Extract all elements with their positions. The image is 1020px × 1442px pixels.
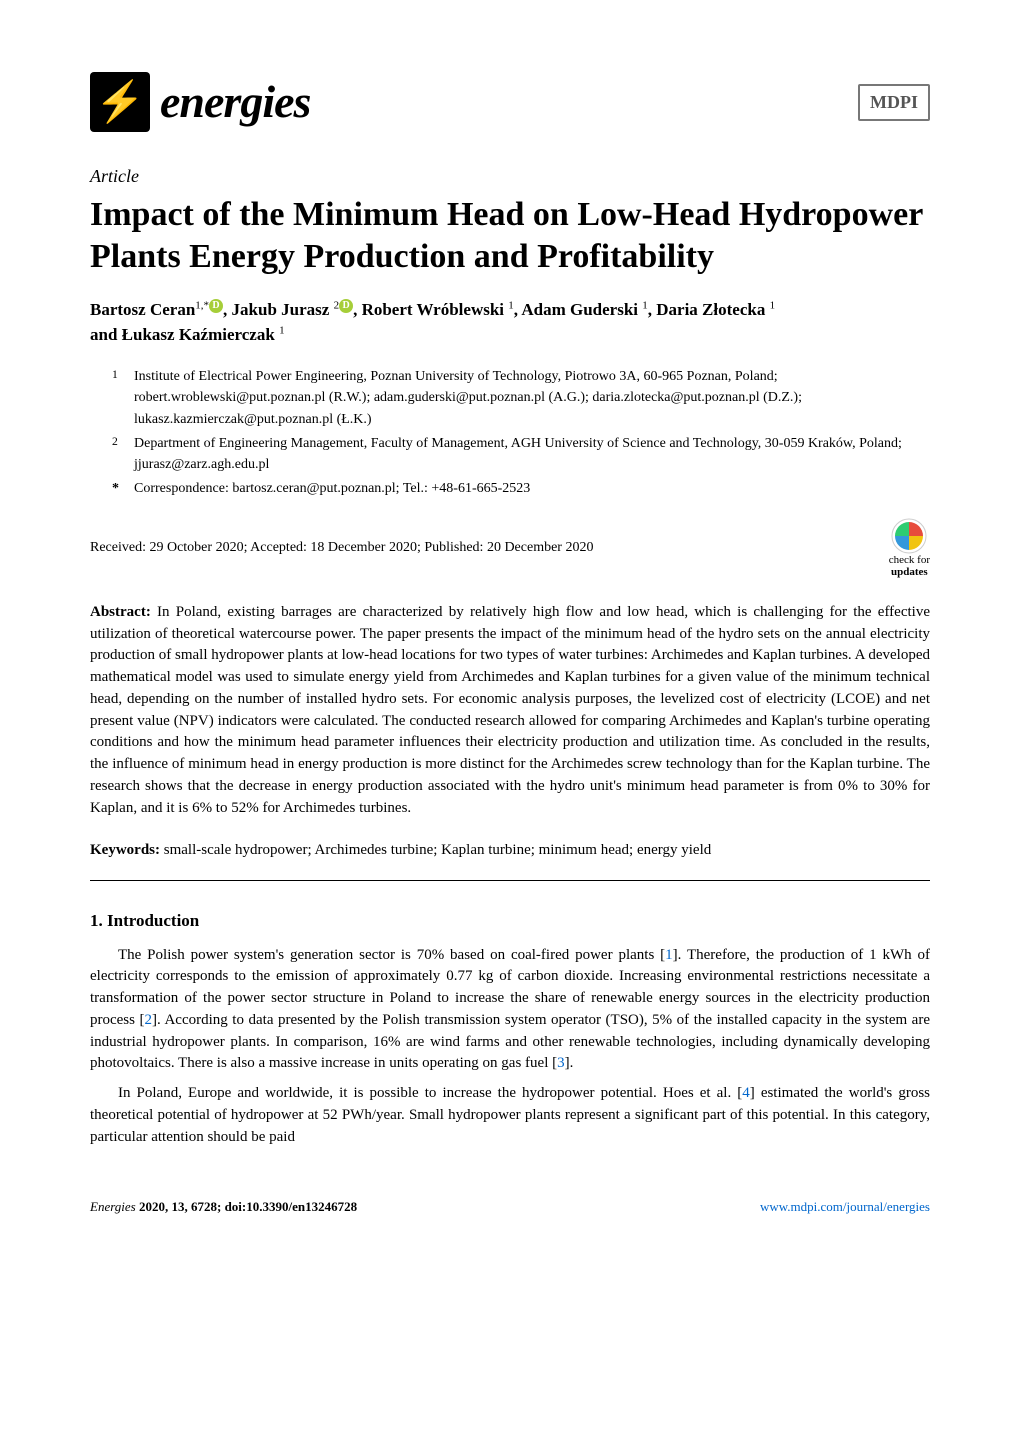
affiliation-row: 1 Institute of Electrical Power Engineer… [112, 366, 930, 431]
section-divider [90, 880, 930, 881]
body-paragraph: In Poland, Europe and worldwide, it is p… [90, 1083, 930, 1148]
journal-name: energies [160, 70, 310, 134]
affiliation-text: Institute of Electrical Power Engineerin… [134, 366, 930, 431]
energies-logo-icon [90, 72, 150, 132]
page-footer: Energies 2020, 13, 6728; doi:10.3390/en1… [90, 1198, 930, 1216]
body-paragraph: The Polish power system's generation sec… [90, 945, 930, 1076]
keywords-text: small-scale hydropower; Archimedes turbi… [160, 842, 711, 858]
author-5-pre: , Daria Złotecka [648, 300, 766, 319]
author-4-pre: , Adam Guderski [514, 300, 638, 319]
abstract-text: In Poland, existing barrages are charact… [90, 604, 930, 816]
check-updates-label-top: check for [889, 554, 930, 566]
correspondence-text: Correspondence: bartosz.ceran@put.poznan… [134, 478, 530, 500]
affiliations-block: 1 Institute of Electrical Power Engineer… [90, 366, 930, 500]
article-type: Article [90, 164, 930, 189]
orcid-icon[interactable]: D [339, 299, 353, 313]
keywords-block: Keywords: small-scale hydropower; Archim… [90, 839, 930, 862]
authors-block: Bartosz Ceran1,*D, Jakub Jurasz 2D, Robe… [90, 297, 930, 348]
affiliation-row: 2 Department of Engineering Management, … [112, 433, 930, 476]
publication-dates: Received: 29 October 2020; Accepted: 18 … [90, 538, 593, 558]
author-3-pre: , Robert Wróblewski [353, 300, 504, 319]
dates-row: Received: 29 October 2020; Accepted: 18 … [90, 518, 930, 578]
journal-logo: energies [90, 70, 310, 134]
reference-link[interactable]: 4 [742, 1085, 750, 1101]
check-for-updates-badge[interactable]: check for updates [889, 518, 930, 578]
correspondence-row: * Correspondence: bartosz.ceran@put.pozn… [112, 478, 930, 500]
abstract-block: Abstract: In Poland, existing barrages a… [90, 602, 930, 820]
footer-citation: Energies 2020, 13, 6728; doi:10.3390/en1… [90, 1198, 357, 1216]
affiliation-text: Department of Engineering Management, Fa… [134, 433, 930, 476]
reference-link[interactable]: 2 [145, 1012, 153, 1028]
journal-header: energies MDPI [90, 70, 930, 134]
reference-link[interactable]: 1 [665, 947, 673, 963]
author-6-pre: and Łukasz Kaźmierczak [90, 325, 275, 344]
keywords-label: Keywords: [90, 842, 160, 858]
abstract-label: Abstract: [90, 604, 151, 620]
section-heading: 1. Introduction [90, 909, 930, 933]
author-2-pre: , Jakub Jurasz [223, 300, 329, 319]
article-title: Impact of the Minimum Head on Low-Head H… [90, 194, 930, 279]
footer-journal-link[interactable]: www.mdpi.com/journal/energies [760, 1198, 930, 1216]
crossmark-icon [891, 518, 927, 554]
orcid-icon[interactable]: D [209, 299, 223, 313]
publisher-logo: MDPI [858, 84, 930, 121]
reference-link[interactable]: 3 [557, 1055, 565, 1071]
author-1: Bartosz Ceran [90, 300, 195, 319]
check-updates-label-bottom: updates [891, 566, 928, 578]
